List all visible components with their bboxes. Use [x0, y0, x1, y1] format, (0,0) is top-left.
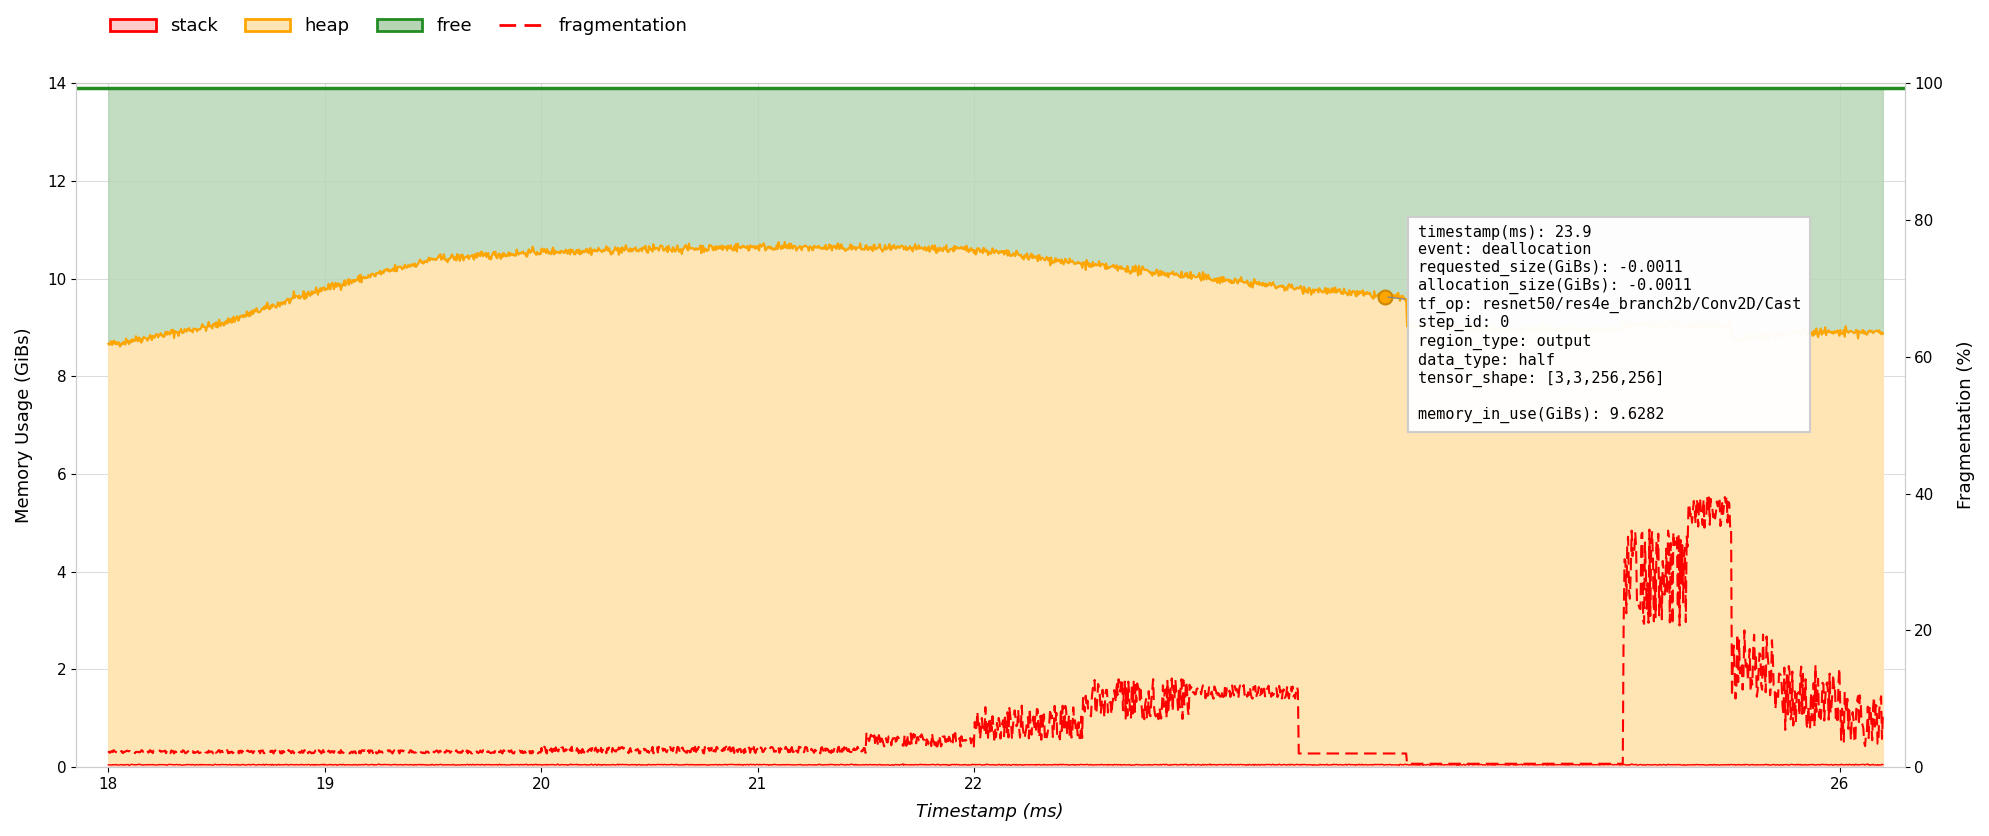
- Text: timestamp(ms): 23.9
event: deallocation
requested_size(GiBs): -0.0011
allocation: timestamp(ms): 23.9 event: deallocation …: [1386, 225, 1800, 423]
- Y-axis label: Fragmentation (%): Fragmentation (%): [1955, 341, 1973, 509]
- X-axis label: Timestamp (ms): Timestamp (ms): [917, 803, 1064, 821]
- Y-axis label: Memory Usage (GiBs): Memory Usage (GiBs): [16, 328, 34, 523]
- Legend: stack, heap, free, fragmentation: stack, heap, free, fragmentation: [103, 10, 694, 43]
